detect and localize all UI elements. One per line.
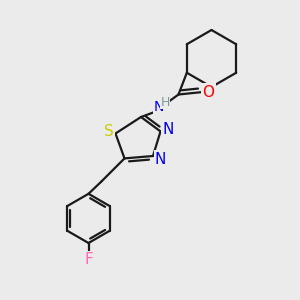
Text: F: F [84,252,93,267]
Text: S: S [104,124,114,140]
Text: N: N [162,122,174,137]
Text: N: N [155,152,166,166]
Text: H: H [160,96,170,109]
Text: N: N [153,100,164,113]
Text: O: O [202,85,214,100]
